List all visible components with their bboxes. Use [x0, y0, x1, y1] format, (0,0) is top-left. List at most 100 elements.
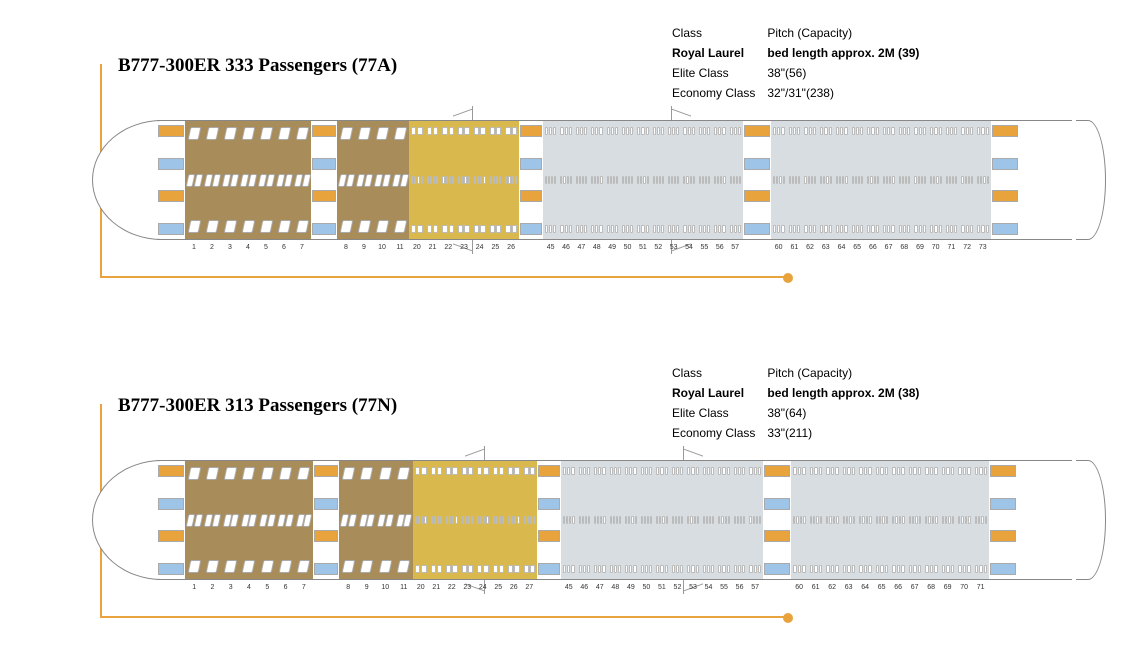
- seat: [594, 467, 597, 475]
- seat: [533, 516, 535, 524]
- seat: [480, 127, 485, 135]
- seat: [449, 176, 451, 184]
- seat: [836, 516, 838, 524]
- seat: [802, 565, 806, 573]
- seat: [645, 565, 648, 573]
- seat: [508, 467, 513, 475]
- galley-lav-block: [763, 461, 791, 579]
- seat: [641, 565, 644, 573]
- seat: [901, 565, 905, 573]
- seat: [743, 516, 745, 524]
- seat: [611, 225, 614, 233]
- seat: [584, 225, 587, 233]
- seat: [954, 225, 957, 233]
- seat: [859, 516, 861, 524]
- seat: [480, 176, 482, 184]
- seat: [706, 516, 708, 524]
- galley-lav-block: [157, 121, 185, 239]
- seat: [707, 127, 710, 135]
- seat: [452, 565, 457, 573]
- business-seat: [230, 514, 239, 527]
- seat: [919, 127, 922, 135]
- seat: [603, 516, 605, 524]
- seat: [703, 516, 705, 524]
- seat: [979, 565, 983, 573]
- seat: [820, 127, 823, 135]
- seat: [951, 565, 955, 573]
- seat: [846, 516, 848, 524]
- seat: [820, 225, 823, 233]
- seat: [610, 516, 612, 524]
- seat: [687, 467, 690, 475]
- seat: [984, 467, 988, 475]
- seat: [496, 225, 501, 233]
- seat: [981, 516, 983, 524]
- seat: [565, 225, 568, 233]
- seat: [490, 127, 495, 135]
- seat: [986, 127, 989, 135]
- seat: [530, 467, 535, 475]
- business-seat: [360, 467, 374, 480]
- seat: [781, 127, 784, 135]
- seat: [862, 516, 864, 524]
- business-seat: [303, 514, 312, 527]
- business-seat: [378, 467, 392, 480]
- seat: [493, 565, 498, 573]
- seat: [882, 516, 884, 524]
- seat: [560, 176, 562, 184]
- galley-lav-block: [743, 121, 771, 239]
- seat: [978, 516, 980, 524]
- seat: [676, 127, 679, 135]
- seat: [727, 467, 730, 475]
- seat: [711, 467, 714, 475]
- seat: [431, 516, 433, 524]
- seat: [722, 467, 725, 475]
- seat: [602, 467, 605, 475]
- business-seat: [297, 467, 311, 480]
- seat: [730, 176, 732, 184]
- galley-lav-block: [313, 461, 339, 579]
- seat: [676, 225, 679, 233]
- cabin-royal_laurel: [185, 121, 311, 239]
- business-seat: [241, 220, 255, 233]
- seat: [793, 127, 796, 135]
- seat: [493, 516, 495, 524]
- seat: [826, 176, 828, 184]
- seat: [427, 176, 429, 184]
- seat: [566, 516, 568, 524]
- seat: [499, 176, 501, 184]
- seat: [897, 565, 901, 573]
- seat: [514, 467, 519, 475]
- seat: [923, 127, 926, 135]
- seat: [961, 127, 964, 135]
- seat: [600, 516, 602, 524]
- seat: [773, 225, 776, 233]
- seat: [594, 176, 596, 184]
- seat: [749, 467, 752, 475]
- seat: [637, 225, 640, 233]
- seat: [610, 176, 612, 184]
- seat: [733, 176, 735, 184]
- business-seat: [393, 220, 407, 233]
- seat: [909, 565, 913, 573]
- cabin-royal_laurel: [185, 461, 313, 579]
- cabin-elite: [413, 461, 537, 579]
- business-seat: [187, 127, 201, 140]
- seat: [930, 176, 932, 184]
- seat: [919, 516, 921, 524]
- seat: [678, 516, 680, 524]
- galley-lav-block: [989, 461, 1017, 579]
- seat: [866, 516, 868, 524]
- seat: [610, 467, 613, 475]
- seat: [891, 127, 894, 135]
- seat: [840, 127, 843, 135]
- seat: [545, 225, 548, 233]
- business-seat: [393, 127, 407, 140]
- seat: [975, 565, 979, 573]
- seat: [958, 565, 962, 573]
- seat: [779, 176, 781, 184]
- seat: [434, 516, 436, 524]
- seat: [970, 127, 973, 135]
- seat: [625, 176, 627, 184]
- seat: [687, 565, 690, 573]
